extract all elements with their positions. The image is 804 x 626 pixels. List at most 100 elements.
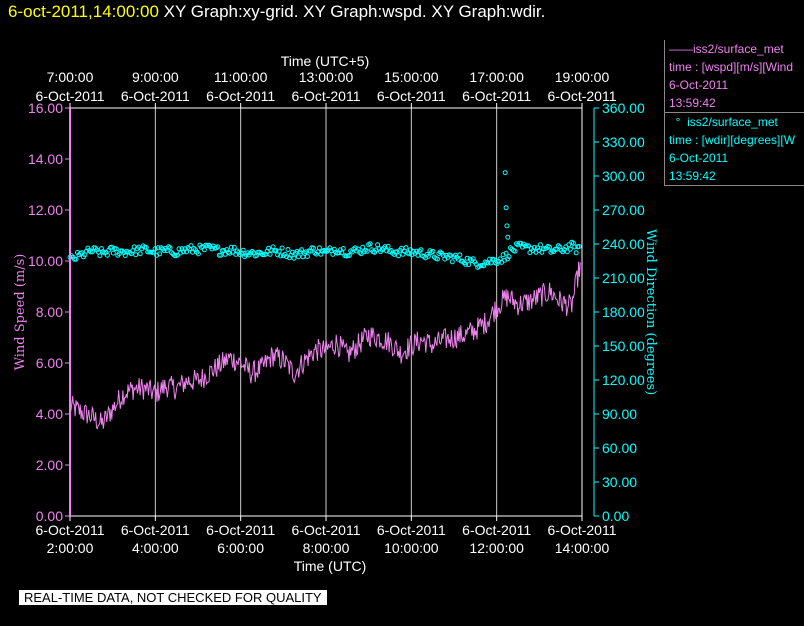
- wind-direction-point: [273, 248, 279, 254]
- wind-direction-point: [215, 244, 221, 250]
- wind-direction-point: [448, 253, 454, 259]
- y-left-tick-label: 4.00: [36, 406, 63, 422]
- x-top-tick-time: 11:00:00: [214, 69, 268, 85]
- x-top-tick-time: 17:00:00: [469, 69, 524, 85]
- x-label-top: Time (UTC+5): [281, 53, 370, 69]
- wind-direction-point: [466, 262, 472, 268]
- y-right-tick-label: 0.00: [602, 508, 629, 524]
- wind-direction-point: [506, 254, 512, 260]
- wind-direction-point: [143, 244, 149, 250]
- x-tick-date: 6-Oct-2011: [292, 522, 361, 538]
- y-right-tick-label: 90.00: [602, 406, 637, 422]
- y-right-tick-label: 360.00: [602, 100, 645, 116]
- wind-direction-point: [122, 253, 128, 258]
- wind-direction-point: [284, 254, 289, 260]
- y-left-tick-label: 8.00: [36, 304, 63, 320]
- series-wind-speed: [69, 261, 581, 430]
- x-top-tick-time: 19:00:00: [555, 69, 610, 85]
- wind-direction-point: [430, 249, 436, 254]
- wind-direction-point: [152, 246, 158, 252]
- wind-direction-point: [399, 245, 404, 251]
- wind-direction-point: [188, 243, 194, 249]
- y-left-tick-label: 6.00: [36, 355, 63, 371]
- wind-direction-point: [566, 242, 572, 248]
- y-right-tick-label: 210.00: [602, 270, 645, 286]
- wind-direction-point: [385, 243, 391, 249]
- wind-direction-point: [231, 244, 237, 250]
- wind-direction-point: [364, 248, 370, 254]
- x-tick-time: 4:00:00: [132, 540, 179, 556]
- wind-direction-point: [367, 241, 373, 247]
- wind-direction-point: [526, 243, 531, 249]
- wind-direction-point: [304, 254, 310, 259]
- wind-direction-outlier: [502, 170, 508, 176]
- graph-header: 6-oct-2011,14:00:00 XY Graph:xy-grid. XY…: [8, 2, 545, 22]
- legend-wdir-time: 13:59:42: [669, 169, 716, 183]
- x-tick-date: 6-Oct-2011: [206, 522, 275, 538]
- y-left-tick-label: 2.00: [36, 457, 63, 473]
- y-right-tick-label: 180.00: [602, 304, 645, 320]
- wind-direction-outlier: [504, 223, 510, 229]
- wind-direction-point: [406, 251, 412, 257]
- wind-direction-point: [155, 245, 161, 251]
- wind-direction-point: [157, 251, 163, 257]
- legend-wspd-date: 6-Oct-2011: [669, 78, 729, 92]
- wind-direction-point: [572, 244, 578, 250]
- wind-speed-line: [69, 261, 581, 430]
- wind-direction-point: [457, 252, 463, 258]
- x-tick-date: 6-Oct-2011: [377, 522, 446, 538]
- wind-direction-outlier: [505, 234, 511, 240]
- x-tick-time: 14:00:00: [555, 540, 610, 556]
- header-graph-list: XY Graph:xy-grid. XY Graph:wspd. XY Grap…: [158, 2, 546, 21]
- wind-direction-point: [195, 251, 201, 257]
- wind-direction-point: [375, 242, 381, 248]
- wind-direction-point: [346, 253, 352, 258]
- x-top-tick-date: 6-Oct-2011: [121, 88, 190, 104]
- x-top-tick-date: 6-Oct-2011: [36, 88, 105, 104]
- wind-direction-point: [396, 253, 401, 259]
- wind-direction-point: [434, 256, 440, 262]
- x-top-tick-date: 6-Oct-2011: [462, 88, 531, 104]
- wind-direction-point: [110, 250, 116, 256]
- wind-direction-point: [290, 249, 295, 255]
- legend: ——iss2/surface_met time : [wspd][m/s][Wi…: [664, 40, 804, 186]
- x-tick-date: 6-Oct-2011: [121, 522, 190, 538]
- wind-direction-point: [403, 245, 409, 251]
- x-tick-time: 6:00:00: [217, 540, 264, 556]
- wind-direction-point: [360, 244, 366, 250]
- wind-direction-point: [227, 250, 233, 256]
- wind-direction-point: [276, 248, 282, 254]
- wind-direction-point: [97, 253, 103, 259]
- y-right-tick-label: 240.00: [602, 236, 645, 252]
- x-top-tick-time: 13:00:00: [299, 69, 354, 85]
- x-top-tick-date: 6-Oct-2011: [377, 88, 446, 104]
- legend-wspd-time: 13:59:42: [669, 96, 716, 110]
- x-top-tick-time: 9:00:00: [132, 69, 179, 85]
- x-top-tick-date: 6-Oct-2011: [548, 88, 617, 104]
- quality-disclaimer: REAL-TIME DATA, NOT CHECKED FOR QUALITY: [19, 590, 327, 605]
- wind-direction-point: [228, 244, 234, 250]
- wind-direction-point: [73, 256, 79, 262]
- wind-direction-point: [449, 259, 455, 265]
- wind-direction-point: [384, 248, 390, 254]
- wind-direction-point: [240, 247, 246, 253]
- wind-direction-point: [548, 249, 554, 255]
- x-top-tick-time: 7:00:00: [47, 69, 94, 85]
- wind-direction-point: [294, 248, 300, 254]
- wind-direction-point: [382, 244, 388, 250]
- wind-direction-point: [573, 250, 579, 256]
- wind-direction-point: [201, 247, 207, 253]
- wind-direction-point: [299, 247, 304, 253]
- wind-direction-point: [137, 251, 143, 257]
- y-left-tick-label: 10.00: [28, 253, 63, 269]
- vertical-grid: [154, 108, 498, 516]
- wind-direction-point: [218, 252, 224, 258]
- wind-direction-point: [278, 253, 284, 259]
- wind-direction-point: [133, 252, 139, 258]
- x-top-tick-time: 15:00:00: [384, 69, 439, 85]
- y-right-tick-label: 330.00: [602, 134, 645, 150]
- wind-direction-point: [567, 246, 573, 252]
- y-ticks-left: 0.00 2.00 4.00 6.00 8.00 10.00 12.00 14.00 16.00: [28, 100, 70, 524]
- legend-wdir: ° iss2/surface_met time : [wdir][degrees…: [664, 113, 804, 186]
- y-label-right: Wind Direction (degrees): [643, 229, 658, 395]
